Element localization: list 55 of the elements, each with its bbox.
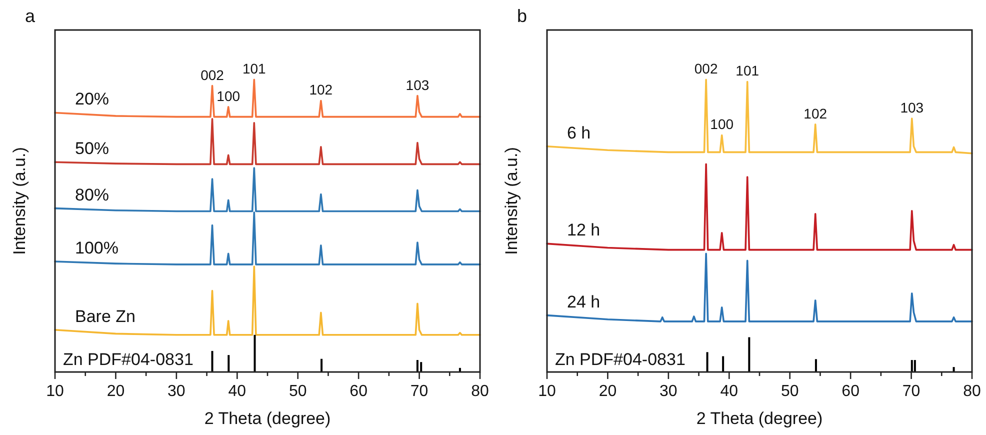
series-label: Zn PDF#04-0831 bbox=[63, 350, 194, 369]
y-axis-title: Intensity (a.u.) bbox=[502, 147, 521, 255]
x-tick-label: 60 bbox=[842, 383, 860, 400]
series-label: 50% bbox=[75, 139, 110, 158]
annotation: 103 bbox=[900, 100, 924, 116]
annotation: 002 bbox=[694, 60, 718, 77]
annotation: 101 bbox=[242, 60, 266, 77]
annotation: 102 bbox=[309, 82, 333, 98]
series-label: 80% bbox=[75, 185, 110, 204]
annotation: 101 bbox=[736, 62, 760, 79]
annotation: 102 bbox=[804, 105, 828, 122]
x-tick-label: 60 bbox=[350, 383, 368, 400]
annotation: 002 bbox=[200, 66, 224, 83]
x-tick-label: 30 bbox=[168, 383, 186, 400]
bar bbox=[320, 358, 323, 372]
bar bbox=[910, 360, 913, 372]
x-tick-label: 50 bbox=[780, 383, 799, 400]
bar bbox=[914, 360, 916, 372]
bar bbox=[748, 337, 750, 372]
x-tick-label: 70 bbox=[410, 383, 428, 400]
x-tick-label: 10 bbox=[538, 383, 556, 400]
series-label: Bare Zn bbox=[75, 306, 136, 326]
x-tick-label: 30 bbox=[660, 383, 678, 400]
bar bbox=[228, 355, 230, 372]
bar bbox=[722, 356, 724, 372]
x-axis-title: 2 Theta (degree) bbox=[696, 409, 823, 428]
chart-title: b bbox=[517, 6, 528, 26]
x-tick-label: 10 bbox=[46, 383, 64, 400]
bar bbox=[814, 359, 817, 372]
series-label: 20% bbox=[75, 90, 110, 109]
series-label: 100% bbox=[75, 238, 118, 258]
x-tick-label: 80 bbox=[963, 383, 981, 400]
x-tick-label: 50 bbox=[288, 383, 307, 400]
annotation: 100 bbox=[216, 88, 240, 104]
y-axis-title: Intensity (a.u.) bbox=[10, 147, 29, 255]
series-label: Zn PDF#04-0831 bbox=[555, 350, 686, 369]
series-label: 24 h bbox=[567, 292, 600, 312]
bar bbox=[952, 367, 955, 372]
x-tick-label: 40 bbox=[720, 383, 738, 400]
x-axis-title: 2 Theta (degree) bbox=[204, 409, 331, 428]
chart-title: a bbox=[25, 6, 36, 26]
x-tick-label: 70 bbox=[902, 383, 920, 400]
annotation: 100 bbox=[710, 116, 734, 132]
series-label: 6 h bbox=[567, 123, 591, 142]
bar bbox=[416, 360, 418, 372]
bar bbox=[706, 352, 708, 372]
annotation: 103 bbox=[406, 76, 430, 93]
x-tick-label: 20 bbox=[598, 383, 617, 400]
bar bbox=[254, 334, 256, 372]
x-tick-label: 80 bbox=[471, 383, 489, 400]
bar bbox=[211, 350, 214, 372]
x-tick-label: 40 bbox=[228, 383, 246, 400]
series-label: 12 h bbox=[567, 220, 600, 240]
bar bbox=[420, 362, 422, 372]
x-tick-label: 20 bbox=[106, 383, 125, 400]
